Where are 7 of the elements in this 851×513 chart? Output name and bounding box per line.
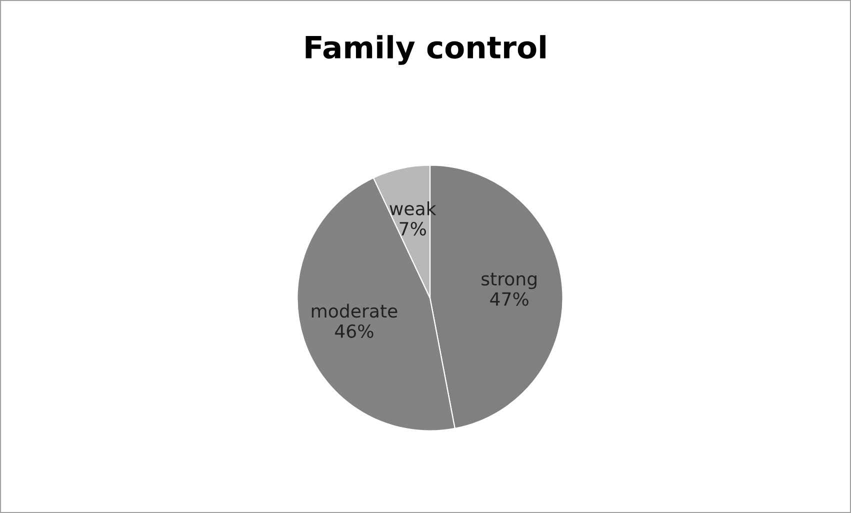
slice-label: moderate xyxy=(312,304,398,318)
slice-label: strong xyxy=(482,272,536,290)
data-label: 47% xyxy=(490,292,528,306)
chart-title: Family control xyxy=(306,35,546,65)
slice-label: weak xyxy=(390,201,436,216)
data-label: 46% xyxy=(335,324,374,338)
data-label: 7% xyxy=(400,222,426,236)
